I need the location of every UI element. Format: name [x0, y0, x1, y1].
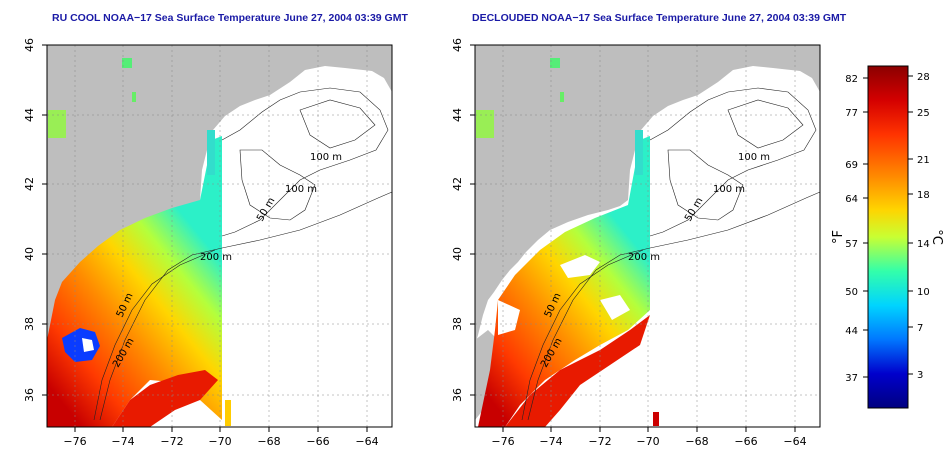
left-contour-label-2: 100 m: [285, 184, 317, 195]
colorbar-ramp: [867, 65, 909, 409]
right-x-tick-68: −68: [685, 435, 708, 448]
left-contour-label-1: 100 m: [310, 152, 342, 163]
left-y-tick-40: 40: [23, 247, 36, 261]
colorbar-c-tick-18: 18: [917, 190, 930, 201]
right-map-panel: 100 m 100 m 50 m 200 m 50 m 200 m −76 −7…: [451, 38, 821, 448]
colorbar-c-tick-3: 3: [917, 370, 923, 381]
colorbar-f-tick-44: 44: [845, 326, 858, 337]
right-contour-label-4: 200 m: [628, 252, 660, 263]
colorbar-f-tick-64: 64: [845, 194, 858, 205]
right-y-tick-44: 44: [451, 108, 464, 122]
colorbar-c-tick-25: 25: [917, 108, 930, 119]
left-y-tick-46: 46: [23, 38, 36, 52]
colorbar-c-tick-21: 21: [917, 155, 930, 166]
colorbar-f-tick-69: 69: [845, 160, 858, 171]
left-x-tick-74: −74: [111, 435, 134, 448]
left-x-tick-76: −76: [63, 435, 86, 448]
right-y-tick-36: 36: [451, 388, 464, 402]
right-x-tick-74: −74: [539, 435, 562, 448]
left-x-tick-72: −72: [160, 435, 183, 448]
right-bathymetry-contours: [521, 87, 821, 421]
left-x-tick-68: −68: [257, 435, 280, 448]
left-x-tick-64: −64: [355, 435, 378, 448]
right-grid-lines: [475, 45, 820, 427]
right-x-tick-70: −70: [636, 435, 659, 448]
colorbar-c-tick-28: 28: [917, 72, 930, 83]
left-y-tick-38: 38: [23, 317, 36, 331]
right-contour-label-2: 100 m: [713, 184, 745, 195]
right-x-tick-72: −72: [588, 435, 611, 448]
left-bathymetry-contours: [93, 87, 393, 421]
right-y-tick-40: 40: [451, 247, 464, 261]
colorbar-fahrenheit-label: °F: [831, 230, 846, 244]
left-x-tick-70: −70: [208, 435, 231, 448]
colorbar-f-tick-57: 57: [845, 239, 858, 250]
colorbar-f-tick-82: 82: [845, 74, 858, 85]
right-x-tick-64: −64: [783, 435, 806, 448]
right-x-tick-76: −76: [491, 435, 514, 448]
colorbar-f-tick-50: 50: [845, 287, 858, 298]
left-map-panel: 100 m 100 m 50 m 200 m 50 m 200 m −76 −7…: [23, 38, 393, 448]
temperature-colorbar: 82 77 69 64 57 50 44 37 28 25 21 18 14 1…: [831, 65, 944, 409]
colorbar-celsius-label: °C: [929, 229, 944, 245]
left-y-tick-36: 36: [23, 388, 36, 402]
right-x-tick-66: −66: [734, 435, 757, 448]
right-sst-swath: [478, 136, 650, 427]
colorbar-c-tick-10: 10: [917, 287, 930, 298]
right-map-title: DECLOUDED NOAA−17 Sea Surface Temperatur…: [472, 12, 847, 24]
colorbar-f-tick-37: 37: [845, 373, 858, 384]
right-land: [475, 45, 820, 345]
right-y-tick-46: 46: [451, 38, 464, 52]
right-y-tick-42: 42: [451, 177, 464, 191]
left-grid-lines: [47, 45, 392, 427]
left-x-tick-66: −66: [306, 435, 329, 448]
colorbar-f-tick-77: 77: [845, 108, 858, 119]
left-y-tick-44: 44: [23, 108, 36, 122]
colorbar-c-tick-14: 14: [917, 239, 930, 250]
right-contour-label-1: 100 m: [738, 152, 770, 163]
left-contour-label-4: 200 m: [200, 252, 232, 263]
left-land: [47, 45, 392, 345]
colorbar-c-tick-7: 7: [917, 323, 923, 334]
left-y-tick-42: 42: [23, 177, 36, 191]
left-map-title: RU COOL NOAA−17 Sea Surface Temperature …: [52, 12, 408, 24]
right-y-tick-38: 38: [451, 317, 464, 331]
